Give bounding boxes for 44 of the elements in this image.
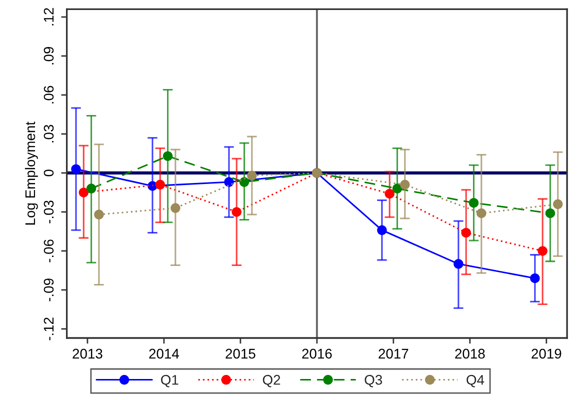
x-tick-label: 2017 <box>378 348 408 359</box>
y-tick-label: 0 <box>44 170 54 176</box>
point <box>247 170 257 180</box>
point <box>476 208 486 218</box>
point <box>162 151 173 161</box>
point <box>461 228 471 238</box>
point <box>232 207 242 217</box>
point <box>530 273 540 284</box>
legend-label: Q1 <box>161 374 178 388</box>
point <box>384 188 394 199</box>
y-tick-label: -.06 <box>44 240 54 262</box>
y-tick-label: -.09 <box>44 278 54 302</box>
point <box>86 184 96 194</box>
legend-label: Q2 <box>262 374 280 388</box>
y-axis-title: Log Employment <box>24 122 38 225</box>
point <box>392 184 402 194</box>
point <box>71 164 81 174</box>
point <box>538 246 548 256</box>
point <box>553 199 563 209</box>
x-tick-label: 2018 <box>455 348 485 359</box>
point <box>170 203 180 213</box>
y-tick-label: .09 <box>44 46 54 64</box>
x-tick-label: 2015 <box>226 348 256 359</box>
x-tick-label: 2016 <box>302 348 332 359</box>
point <box>400 180 410 190</box>
point <box>454 259 464 269</box>
y-tick-label: -.12 <box>44 318 54 340</box>
point <box>468 198 479 208</box>
x-tick-label: 2013 <box>72 348 102 359</box>
legend-label: Q3 <box>364 374 382 388</box>
point <box>224 177 234 187</box>
x-tick-label: 2019 <box>532 348 562 359</box>
y-tick-label: .12 <box>44 8 54 26</box>
point <box>78 188 89 198</box>
point <box>377 225 387 235</box>
y-tick-label: .03 <box>44 124 54 142</box>
point <box>94 210 104 220</box>
point <box>545 208 556 218</box>
y-tick-label: -.03 <box>44 200 54 224</box>
point <box>239 177 250 187</box>
point <box>155 180 165 190</box>
y-tick-label: .06 <box>44 86 54 104</box>
x-tick-label: 2014 <box>149 348 179 359</box>
legend-label: Q4 <box>466 374 484 388</box>
